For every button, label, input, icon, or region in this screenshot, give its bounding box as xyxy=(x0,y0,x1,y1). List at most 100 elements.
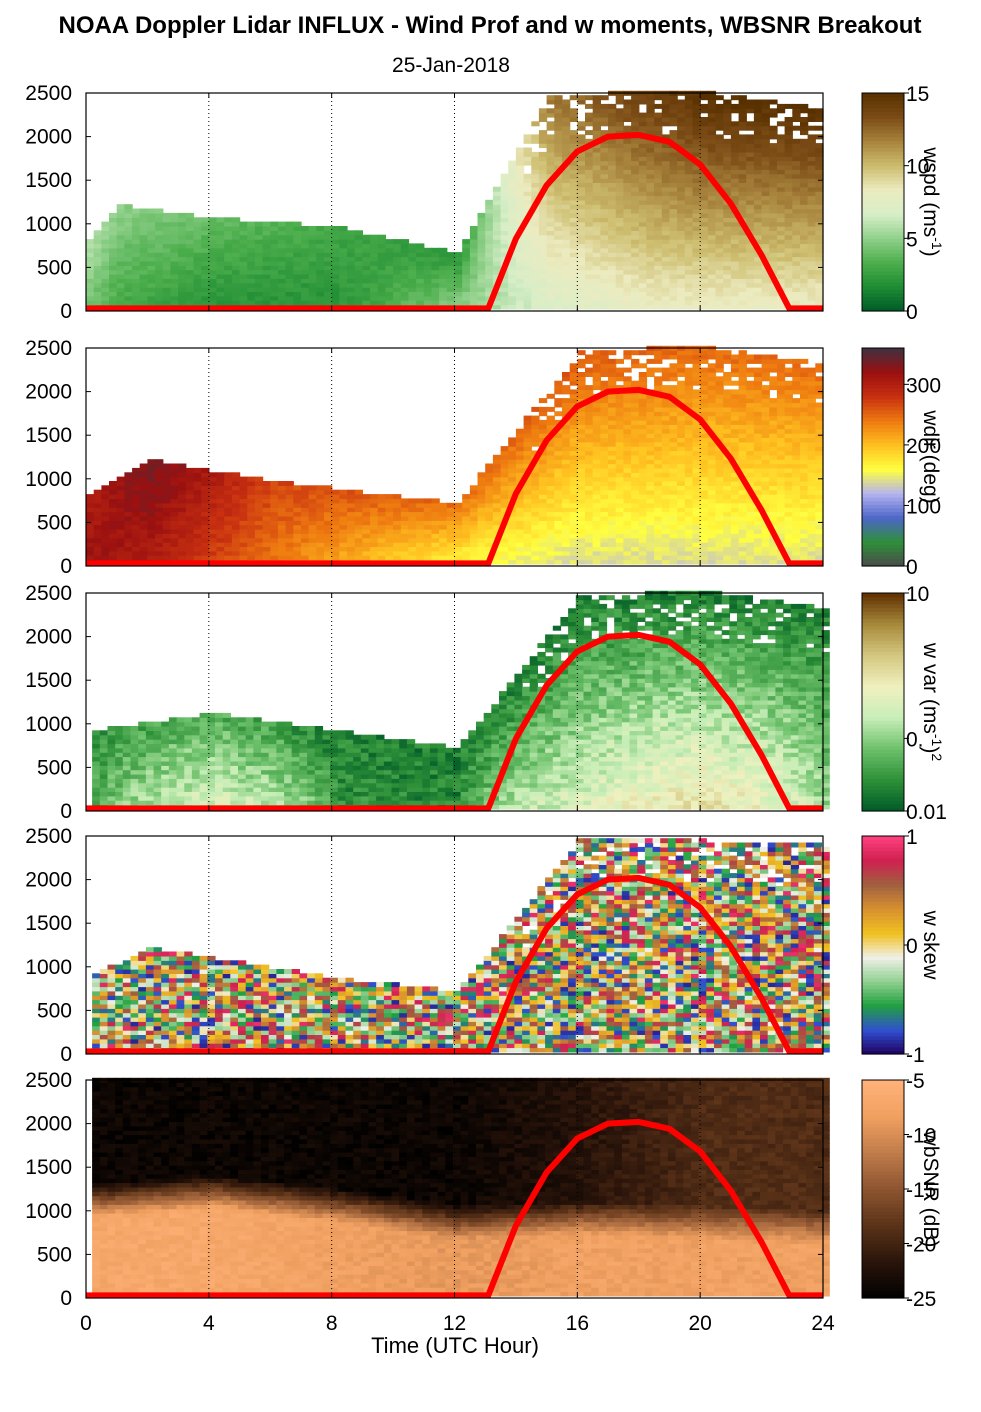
heatmap-cell xyxy=(769,108,777,113)
heatmap-cell xyxy=(746,217,754,222)
heatmap-cell xyxy=(301,512,309,517)
heatmap-cell xyxy=(646,305,654,310)
heatmap-cell xyxy=(723,261,731,266)
heatmap-cell xyxy=(401,257,409,262)
heatmap-cell xyxy=(163,551,171,556)
heatmap-cell xyxy=(600,525,608,530)
heatmap-cell xyxy=(393,538,401,543)
heatmap-cell xyxy=(562,300,570,305)
heatmap-cell xyxy=(109,546,117,551)
heatmap-cell xyxy=(646,490,654,495)
heatmap-cell xyxy=(124,257,132,262)
heatmap-cell xyxy=(147,525,155,530)
heatmap-cell xyxy=(700,191,708,196)
heatmap-cell xyxy=(554,235,562,240)
heatmap-cell xyxy=(470,243,478,248)
heatmap-cell xyxy=(631,270,639,275)
heatmap-cell xyxy=(478,239,486,244)
heatmap-cell xyxy=(539,429,547,434)
heatmap-cell xyxy=(554,274,562,279)
heatmap-cell xyxy=(708,143,716,148)
heatmap-cell xyxy=(631,113,639,118)
heatmap-cell xyxy=(570,200,578,205)
heatmap-cell xyxy=(577,274,585,279)
heatmap-cell xyxy=(255,498,263,503)
heatmap-cell xyxy=(539,296,547,301)
heatmap-cell xyxy=(708,230,716,235)
heatmap-cell xyxy=(109,274,117,279)
heatmap-cell xyxy=(301,278,309,283)
heatmap-cell xyxy=(324,226,332,231)
heatmap-cell xyxy=(777,235,785,240)
heatmap-cell xyxy=(792,261,800,266)
heatmap-cell xyxy=(209,287,217,292)
heatmap-cell xyxy=(524,152,532,157)
heatmap-cell xyxy=(101,270,109,275)
heatmap-cell xyxy=(278,222,286,227)
heatmap-cell xyxy=(562,429,570,434)
heatmap-cell xyxy=(792,296,800,301)
heatmap-cell xyxy=(347,235,355,240)
heatmap-cell xyxy=(255,252,263,257)
heatmap-cell xyxy=(792,148,800,153)
heatmap-cell xyxy=(201,248,209,253)
heatmap-cell xyxy=(347,283,355,288)
heatmap-cell xyxy=(324,542,332,547)
heatmap-cell xyxy=(539,130,547,135)
heatmap-cell xyxy=(201,274,209,279)
heatmap-cell xyxy=(623,442,631,447)
heatmap-cell xyxy=(401,551,409,556)
heatmap-cell xyxy=(646,485,654,490)
heatmap-cell xyxy=(785,161,793,166)
heatmap-cell xyxy=(654,376,662,381)
heatmap-cell xyxy=(654,165,662,170)
heatmap-cell xyxy=(639,161,647,166)
heatmap-cell xyxy=(639,538,647,543)
heatmap-cell xyxy=(117,551,125,556)
heatmap-cell xyxy=(631,485,639,490)
heatmap-cell xyxy=(439,252,447,257)
heatmap-cell xyxy=(808,278,816,283)
heatmap-cell xyxy=(316,494,324,499)
heatmap-cell xyxy=(347,243,355,248)
heatmap-cell xyxy=(815,209,823,214)
heatmap-cell xyxy=(570,278,578,283)
heatmap-cell xyxy=(163,261,171,266)
heatmap-cell xyxy=(309,516,317,521)
heatmap-cell xyxy=(685,226,693,231)
heatmap-cell xyxy=(163,278,171,283)
heatmap-cell xyxy=(147,270,155,275)
heatmap-cell xyxy=(531,121,539,126)
heatmap-cell xyxy=(808,226,816,231)
colorbar-swatch xyxy=(862,129,904,133)
heatmap-cell xyxy=(247,291,255,296)
heatmap-cell xyxy=(762,139,770,144)
heatmap-cell xyxy=(86,287,94,292)
heatmap-cell xyxy=(247,546,255,551)
heatmap-cell xyxy=(708,261,716,266)
heatmap-cell xyxy=(201,300,209,305)
heatmap-cell xyxy=(562,291,570,296)
heatmap-cell xyxy=(524,134,532,139)
heatmap-cell xyxy=(600,555,608,560)
heatmap-cell xyxy=(777,204,785,209)
heatmap-cell xyxy=(677,196,685,201)
heatmap-cell xyxy=(608,394,616,399)
heatmap-cell xyxy=(470,235,478,240)
heatmap-cell xyxy=(439,538,447,543)
heatmap-cell xyxy=(332,243,340,248)
heatmap-cell xyxy=(716,152,724,157)
heatmap-cell xyxy=(140,222,148,227)
heatmap-cell xyxy=(646,278,654,283)
heatmap-cell xyxy=(539,239,547,244)
heatmap-cell xyxy=(170,230,178,235)
heatmap-cell xyxy=(639,533,647,538)
heatmap-cell xyxy=(117,507,125,512)
heatmap-cell xyxy=(263,235,271,240)
heatmap-cell xyxy=(631,217,639,222)
heatmap-cell xyxy=(600,368,608,373)
heatmap-cell xyxy=(432,503,440,508)
heatmap-cell xyxy=(232,243,240,248)
heatmap-cell xyxy=(247,520,255,525)
heatmap-cell xyxy=(224,551,232,556)
